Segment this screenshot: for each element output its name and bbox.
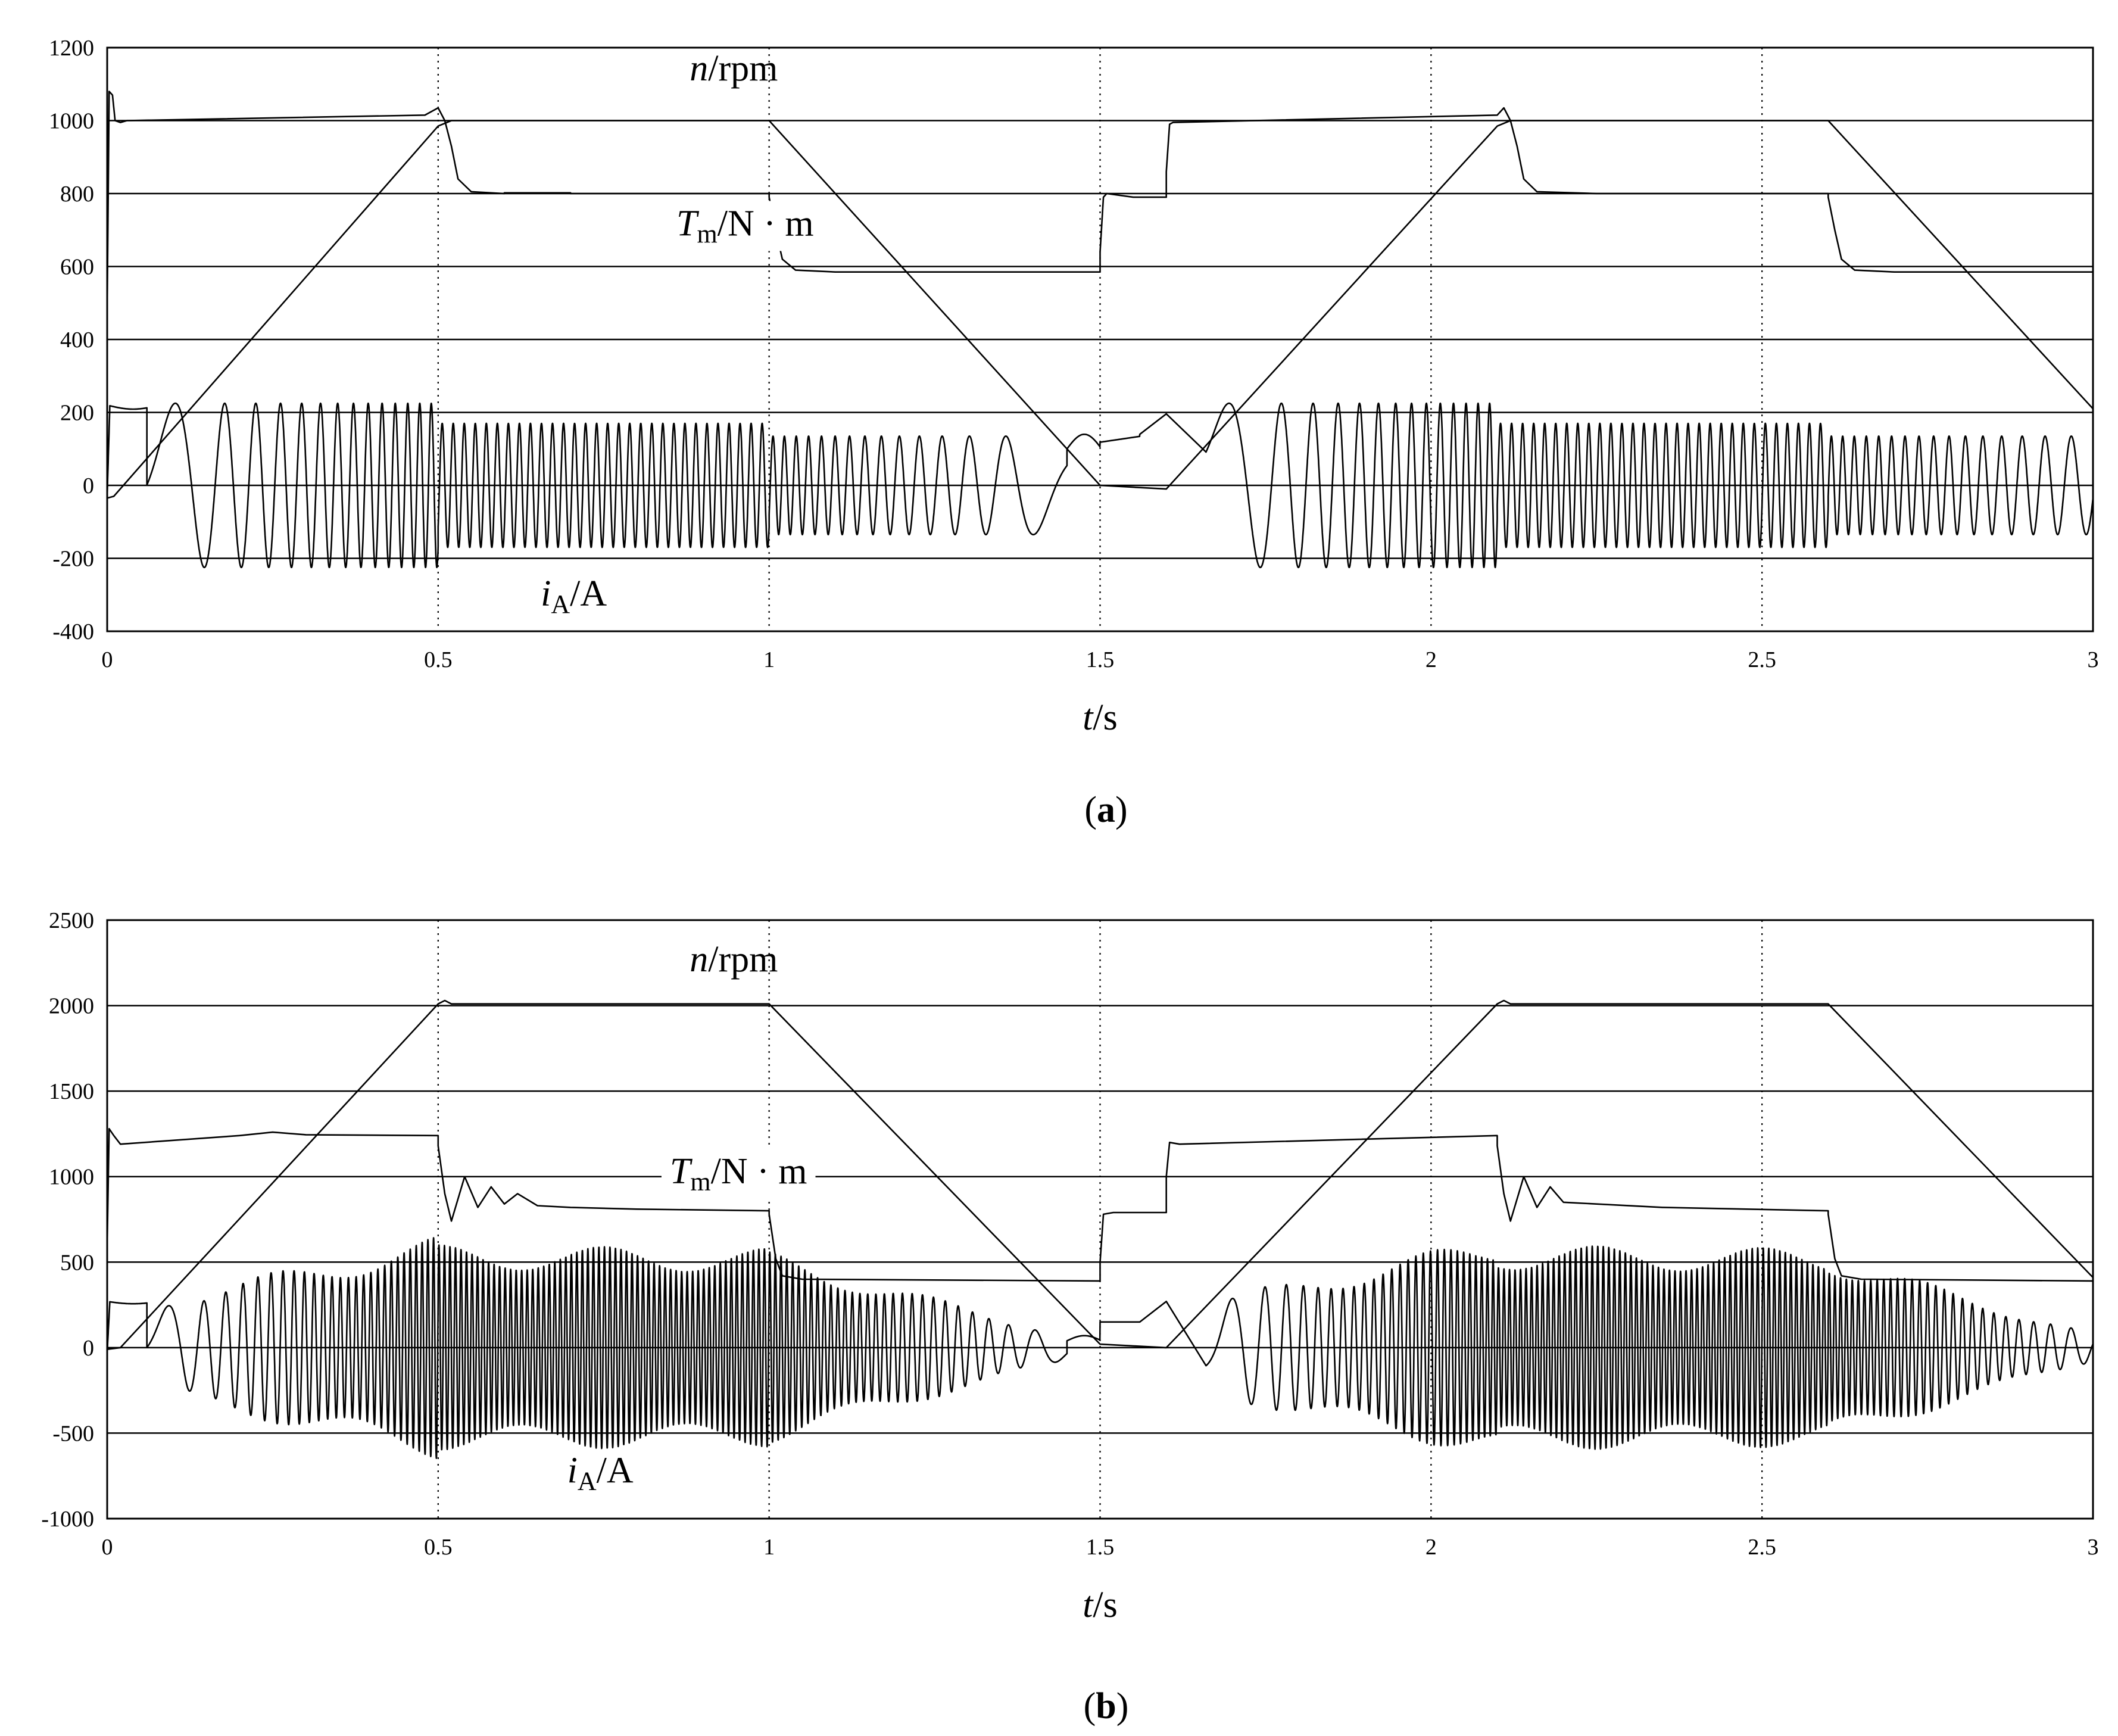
y-tick-label: -500	[52, 1421, 94, 1446]
y-tick-label: -1000	[41, 1507, 94, 1532]
x-tick-label: 0.5	[424, 1535, 453, 1560]
series-line-current	[106, 1237, 2094, 1459]
y-tick-label: 2000	[49, 994, 94, 1019]
y-tick-label: 500	[60, 1250, 94, 1275]
x-tick-label: 2.5	[1748, 647, 1776, 672]
x-tick-label: 0	[102, 647, 113, 672]
series-label: n/rpm	[690, 48, 778, 89]
y-tick-label: 1200	[49, 36, 94, 61]
y-tick-label: 200	[60, 401, 94, 426]
x-tick-label: 0.5	[424, 647, 453, 672]
x-tick-label: 1.5	[1086, 647, 1115, 672]
y-tick-label: 0	[83, 473, 94, 498]
plot-frame	[106, 46, 2094, 632]
series-label: n/rpm	[690, 939, 778, 980]
x-tick-label: 2	[1425, 1535, 1437, 1560]
x-tick-label: 0	[102, 1535, 113, 1560]
series-line-torque	[106, 91, 2093, 311]
x-tick-label: 2.5	[1748, 1535, 1776, 1560]
y-tick-label: 1500	[49, 1079, 94, 1104]
y-tick-label: -200	[52, 547, 94, 572]
label-background	[668, 201, 822, 251]
series-label: Tm/N · m	[670, 1151, 807, 1196]
series-line-speed	[107, 999, 2094, 1350]
x-tick-label: 1	[763, 647, 775, 672]
chart-panel-b: -1000 -500 0 500 1000 1500 2000 2500 0 0.5 1 1.5 2 2.…	[41, 908, 2098, 1726]
x-tick-label: 1	[763, 1535, 775, 1560]
y-tick-label: 600	[60, 255, 94, 280]
label-background	[661, 1149, 816, 1199]
chart-panel-a: -400 -200 0 200 400 600 800 1000 1200 0 0.5 1 1.5 2 2.…	[49, 36, 2099, 830]
y-tick-label: 2500	[49, 908, 94, 933]
x-tick-label: 1.5	[1086, 1535, 1115, 1560]
panel-letter: (b)	[1084, 1686, 1129, 1726]
y-tick-label: 800	[60, 182, 94, 207]
series-label: iA/A	[567, 1451, 634, 1496]
series-line-torque	[106, 1128, 2094, 1282]
x-axis-label: t/s	[1083, 1585, 1118, 1625]
x-tick-label: 3	[2088, 1535, 2099, 1560]
series-label: iA/A	[541, 574, 607, 619]
series-line-speed	[107, 120, 2094, 499]
x-tick-label: 3	[2088, 647, 2099, 672]
panel-letter: (a)	[1084, 790, 1127, 830]
y-tick-label: 400	[60, 328, 94, 353]
x-tick-label: 2	[1425, 647, 1437, 672]
y-tick-label: 1000	[49, 1165, 94, 1190]
series-line-current	[106, 402, 2094, 569]
x-axis-label: t/s	[1083, 697, 1118, 738]
series-label: Tm/N · m	[676, 203, 814, 248]
y-tick-label: -400	[52, 619, 94, 644]
y-tick-label: 0	[83, 1336, 94, 1361]
y-tick-label: 1000	[49, 109, 94, 134]
